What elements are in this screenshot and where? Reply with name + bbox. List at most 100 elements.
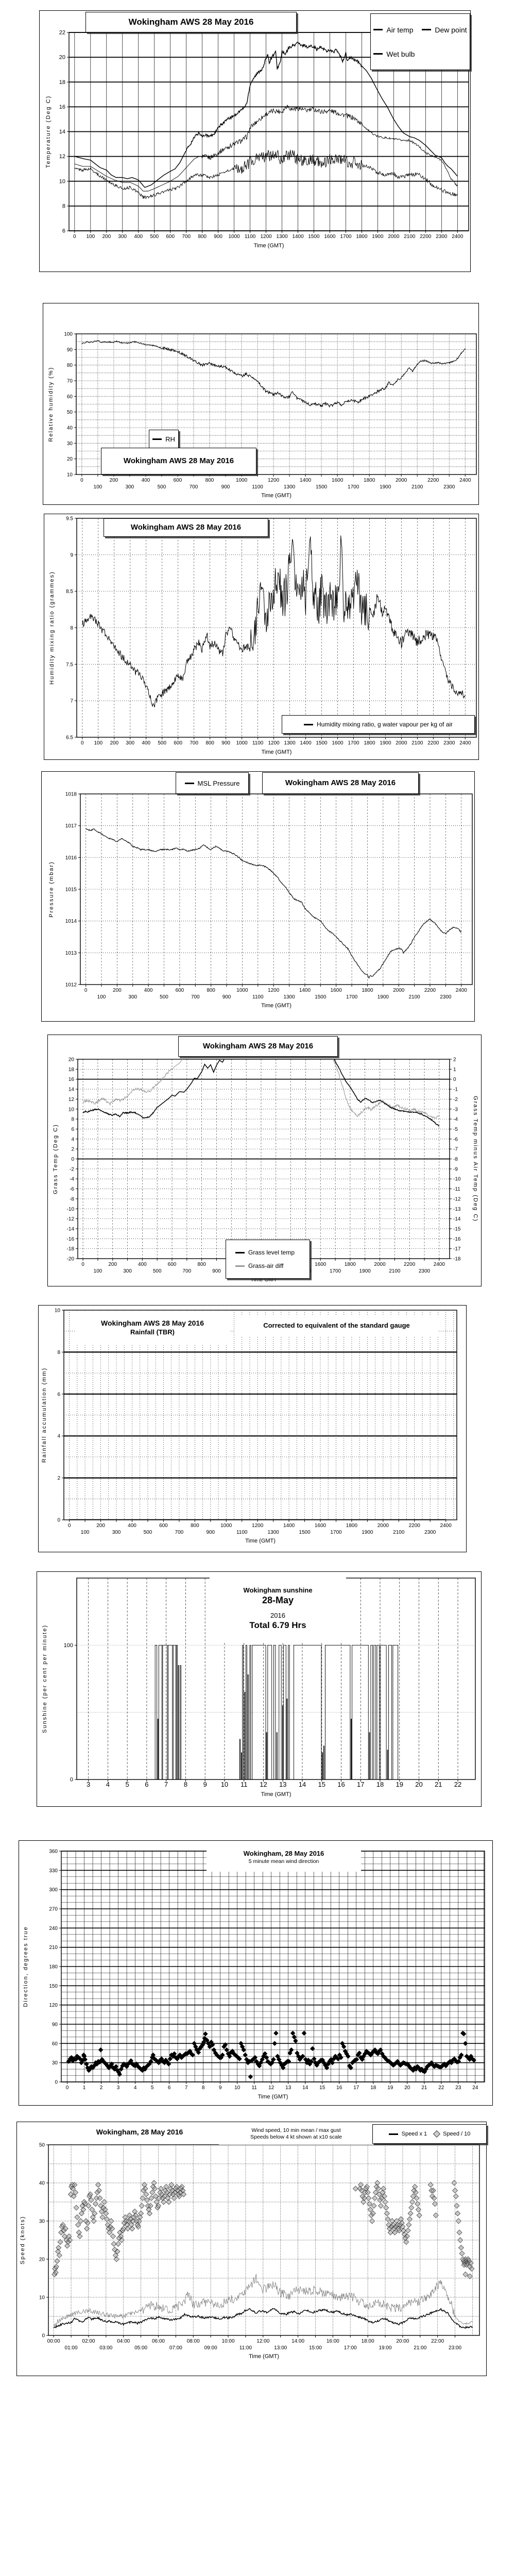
y-tick-label: -10 <box>67 1207 75 1212</box>
x-tick-label: 7 <box>185 2085 188 2091</box>
x-tick-label: 1800 <box>356 234 368 240</box>
y2-tick-label: -4 <box>453 1117 458 1123</box>
y-tick-label: 30 <box>39 2219 45 2225</box>
overlay-text: 2016 <box>270 1611 285 1619</box>
y-tick-label: 7.5 <box>66 662 73 668</box>
y-tick-label: 30 <box>52 2060 58 2066</box>
x-tick-label: 11 <box>241 1781 248 1788</box>
x-tick-label: 500 <box>150 234 159 240</box>
x-tick-label: 400 <box>144 988 153 993</box>
y-tick-label: 120 <box>49 2003 58 2008</box>
x-tick-label: 1500 <box>315 994 327 1000</box>
x-tick-label: 4 <box>134 2085 137 2091</box>
x-tick-label: 1400 <box>292 234 304 240</box>
x-tick-label: 2400 <box>434 1262 445 1267</box>
x-tick-label: 300 <box>126 484 134 490</box>
x-tick-label: 17 <box>357 1781 364 1788</box>
y-tick-label: 4 <box>57 1434 60 1439</box>
y-tick-label: -4 <box>70 1177 74 1182</box>
y2-tick-label: -7 <box>453 1147 458 1153</box>
legend-label: Wet bulb <box>386 49 415 58</box>
x-tick-label: 11 <box>251 2085 257 2091</box>
overlay-text: Wokingham AWS 28 May 2016 <box>202 1041 314 1050</box>
y-tick-label: 1015 <box>65 887 77 893</box>
x-axis-title: Time (GMT) <box>261 1003 291 1009</box>
x-tick-label: 500 <box>153 1268 162 1274</box>
axis-labels: 00:00 01:00 02:00 03:00 04:00 05:00 06:00 07:00… <box>20 2143 462 2360</box>
x-tick-label: 100 <box>81 1530 90 1535</box>
rainfall-chart: 0 100 200 300 400 500 600 700 800 900 1000 1100 1200… <box>38 1305 467 1552</box>
x-tick-label: 2300 <box>436 234 448 240</box>
overlay-text: Corrected to equivalent of the standard … <box>263 1321 410 1329</box>
x-tick-label: 2100 <box>411 484 423 490</box>
x-tick-label: 500 <box>158 740 166 746</box>
x-tick-label: 11:00 <box>239 2345 252 2351</box>
y-tick-label: 300 <box>49 1887 58 1893</box>
y-tick-label: 150 <box>49 1984 58 1989</box>
x-tick-label: 14 <box>299 1781 306 1788</box>
y-tick-label: 7 <box>70 699 73 704</box>
y-tick-label: 0 <box>55 2080 58 2086</box>
x-tick-label: 21:00 <box>414 2345 426 2351</box>
x-tick-label: 1700 <box>330 1268 341 1274</box>
y-tick-label: -18 <box>67 1246 75 1252</box>
x-tick-label: 1000 <box>236 740 248 746</box>
series-max-gust <box>53 2274 473 2327</box>
overlay-text: Wokingham AWS 28 May 2016 <box>130 522 242 532</box>
x-tick-label: 17 <box>353 2085 359 2091</box>
x-tick-label: 700 <box>191 994 200 1000</box>
grass-temperature-chart: 0100200300400500600700800900100011001200… <box>47 1035 482 1286</box>
x-tick-label: 20 <box>404 2085 410 2091</box>
y-tick-label: 90 <box>67 347 73 353</box>
x-tick-label: 3 <box>87 1781 90 1788</box>
x-tick-label: 24 <box>472 2085 478 2091</box>
x-tick-label: 16 <box>337 1781 345 1788</box>
chart-title-box: Wokingham AWS 28 May 2016 Rainfall (TBR) <box>75 1312 230 1344</box>
series-group <box>85 828 462 979</box>
x-tick-label: 00:00 <box>47 2338 60 2344</box>
y-axis-title: Temperature (Deg C) <box>45 95 52 168</box>
x-tick-label: 2000 <box>396 740 407 746</box>
x-tick-label: 1900 <box>380 484 391 490</box>
y-tick-label: 6 <box>71 1127 74 1132</box>
legend-label: Dew point <box>435 25 467 34</box>
pressure-chart: 0 100 200 300 400 500 600 700 800 900 1000 1100 1200… <box>41 771 475 1022</box>
x-tick-label: 1900 <box>372 234 384 240</box>
x-tick-label: 13 <box>285 2085 291 2091</box>
series-wet-bulb <box>74 105 458 192</box>
y-tick-label: 6.5 <box>66 735 73 741</box>
x-tick-label: 500 <box>160 994 168 1000</box>
y-tick-label: 16 <box>68 1077 75 1082</box>
rh-legend: RH <box>149 430 179 448</box>
x-tick-label: 07:00 <box>169 2345 182 2351</box>
x-tick-label: 1500 <box>316 740 328 746</box>
x-tick-label: 3 <box>117 2085 120 2091</box>
mixing-ratio-legend: Humidity mixing ratio, g water vapour pe… <box>282 715 475 734</box>
x-tick-label: 600 <box>174 740 182 746</box>
overlay-text: Wokingham AWS 28 May 2016 <box>285 778 396 787</box>
diamond-marker-icon <box>433 2130 441 2138</box>
x-tick-label: 900 <box>222 994 231 1000</box>
series-group <box>82 1059 440 1127</box>
x-tick-label: 9 <box>219 2085 222 2091</box>
plot-frame <box>48 2144 480 2336</box>
x-tick-label: 1300 <box>284 740 296 746</box>
x-tick-label: 300 <box>112 1530 121 1535</box>
x-tick-label: 2300 <box>424 1530 436 1535</box>
x-tick-label: 20 <box>415 1781 422 1788</box>
x-tick-label: 1800 <box>345 1262 356 1267</box>
x-tick-label: 5 <box>151 2085 154 2091</box>
x-tick-label: 600 <box>159 1523 168 1529</box>
x-tick-label: 800 <box>207 988 215 993</box>
legend-item: Wet bulb <box>373 50 415 58</box>
y-tick-label: 22 <box>59 30 65 36</box>
y-axis-title: Sunshine (per cent per minute) <box>42 1624 48 1733</box>
x-tick-label: 2000 <box>388 234 400 240</box>
y-axis-title: Direction, degrees true <box>23 1926 29 2007</box>
y-tick-label: 8.5 <box>66 589 73 595</box>
series-sunshine <box>77 1645 475 1780</box>
wind-direction-chart-canvas: 0 1 2 3 4 5 6 7 8 9 10 11 12 13 14 15 16 17 18 19 20 21 22 23 24… <box>23 1849 485 2100</box>
x-tick-label: 300 <box>123 1268 132 1274</box>
series-group <box>77 1645 475 1780</box>
y-tick-label: 10 <box>55 1308 61 1314</box>
